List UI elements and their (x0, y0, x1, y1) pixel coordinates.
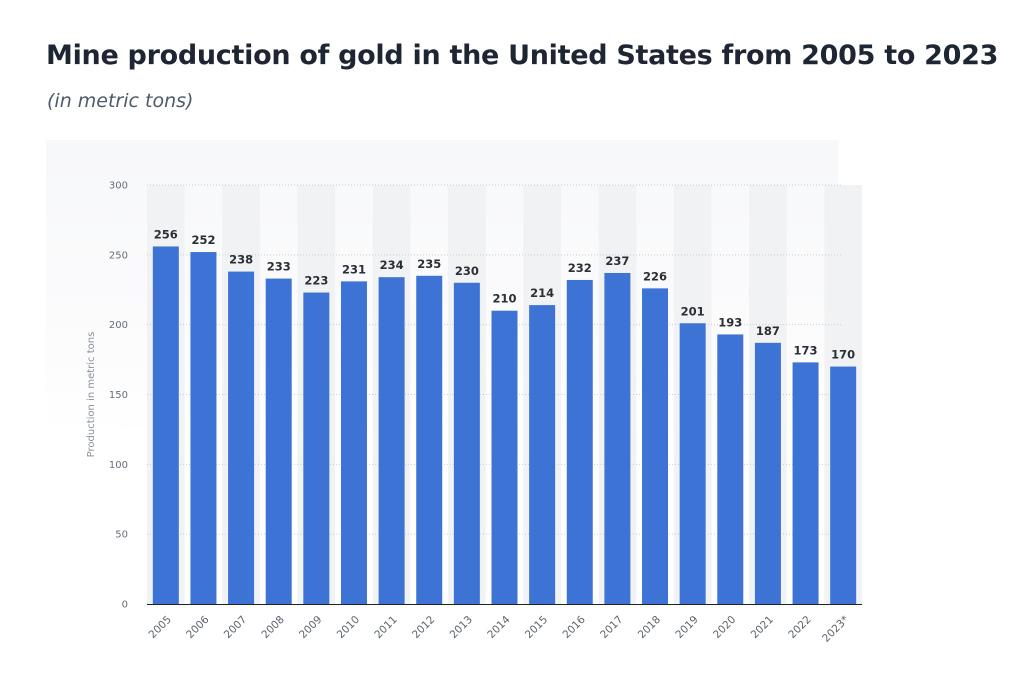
data-label: 223 (304, 274, 328, 288)
bar-2007[interactable] (228, 271, 255, 604)
data-label: 234 (380, 258, 404, 272)
x-tick-label: 2021 (749, 614, 776, 641)
x-tick-label: 2022 (786, 614, 813, 641)
data-label: 237 (605, 254, 629, 268)
data-label: 232 (568, 261, 592, 275)
x-tick-label: 2005 (147, 614, 174, 641)
bar-2023[interactable] (830, 366, 857, 604)
data-label: 187 (756, 324, 780, 338)
bar-2005[interactable] (152, 246, 179, 604)
y-tick-label: 0 (122, 600, 128, 611)
bar-2006[interactable] (190, 252, 217, 605)
bars (152, 246, 857, 605)
y-tick-label: 50 (115, 530, 128, 541)
bar-2016[interactable] (566, 279, 593, 604)
x-tick-label: 2006 (184, 613, 212, 641)
bar-2020[interactable] (717, 334, 744, 604)
x-tick-label: 2019 (673, 614, 700, 641)
bar-2022[interactable] (792, 362, 819, 604)
x-axis-ticks: 2005 2006 2007 2008 2009 2010 2011 2012 2013 2014… (147, 613, 852, 644)
bar-2012[interactable] (416, 275, 443, 604)
data-label: 214 (530, 286, 554, 300)
x-tick-label: 2008 (259, 614, 286, 641)
x-tick-label: 2013 (448, 614, 475, 641)
bar-2018[interactable] (642, 288, 669, 604)
bar-2009[interactable] (303, 292, 330, 604)
data-label: 230 (455, 264, 479, 278)
y-tick-label: 200 (109, 320, 128, 331)
data-label: 201 (681, 304, 705, 318)
data-label: 210 (492, 292, 516, 306)
bar-2021[interactable] (754, 342, 781, 604)
data-label: 256 (154, 227, 178, 241)
bar-2010[interactable] (340, 281, 367, 604)
data-label: 235 (417, 257, 441, 271)
x-tick-label: 2017 (598, 614, 625, 641)
data-label: 231 (342, 262, 366, 276)
y-tick-label: 300 (109, 181, 128, 192)
x-tick-label: 2015 (523, 614, 550, 641)
bar-2019[interactable] (679, 323, 706, 604)
data-labels: 256 252 238 233 223 231 234 235 230 210 214 232 237 2… (154, 227, 855, 361)
page-subtitle: (in metric tons) (47, 90, 194, 112)
x-tick-label: 2012 (410, 614, 437, 641)
x-tick-label: 2016 (560, 613, 588, 641)
x-tick-label: 2011 (372, 614, 399, 641)
data-label: 233 (267, 260, 291, 274)
x-tick-label: 2014 (485, 613, 513, 641)
y-tick-label: 250 (109, 250, 128, 261)
bar-2013[interactable] (453, 282, 480, 604)
page-title: Mine production of gold in the United St… (46, 40, 999, 71)
data-label: 173 (794, 343, 818, 357)
x-tick-label: 2009 (297, 614, 324, 641)
y-tick-label: 100 (109, 460, 128, 471)
data-label: 170 (831, 348, 855, 362)
data-label: 252 (191, 233, 215, 247)
x-tick-label: 2018 (636, 614, 663, 641)
y-axis-title: Production in metric tons (86, 332, 97, 458)
data-label: 238 (229, 253, 253, 267)
bar-2008[interactable] (265, 278, 292, 604)
bar-2014[interactable] (491, 310, 518, 604)
x-tick-label: 2007 (222, 614, 249, 641)
x-tick-label: 2023* (820, 614, 851, 645)
x-tick-label: 2010 (335, 614, 362, 641)
x-tick-label: 2020 (711, 614, 738, 641)
y-tick-label: 150 (109, 390, 128, 401)
data-label: 193 (718, 315, 742, 329)
bar-2011[interactable] (378, 277, 405, 604)
y-axis-ticks: 0 50 100 150 200 250 300 (109, 181, 128, 611)
data-label: 226 (643, 269, 667, 283)
bar-2017[interactable] (604, 272, 631, 604)
bar-2015[interactable] (529, 305, 556, 604)
